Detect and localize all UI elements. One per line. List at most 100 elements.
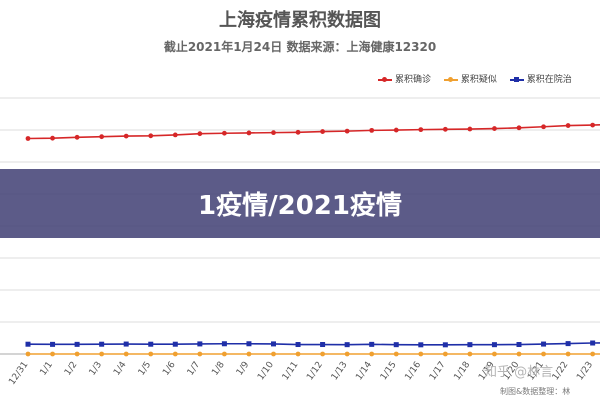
x-tick-label: 12/31: [7, 360, 30, 387]
x-tick-label: 1/22: [551, 360, 571, 382]
x-tick-label: 1/23: [575, 360, 595, 382]
series-line: [27, 342, 600, 346]
data-point: [123, 133, 129, 139]
data-point: [99, 134, 105, 140]
data-point: [99, 351, 105, 357]
data-point: [271, 130, 276, 136]
data-point: [246, 351, 252, 357]
data-point: [516, 125, 522, 131]
x-tick-label: 1/10: [256, 360, 276, 383]
data-point: [467, 351, 473, 357]
chart-title: 上海疫情累积数据图: [219, 10, 381, 31]
data-point: [320, 129, 325, 134]
data-point: [467, 342, 473, 348]
data-point: [442, 342, 448, 348]
data-point: [74, 134, 80, 140]
x-tick-label: 1/12: [305, 360, 325, 382]
data-point: [393, 127, 399, 133]
data-point: [344, 128, 350, 134]
data-point: [123, 351, 129, 357]
data-point: [271, 341, 276, 347]
data-point: [197, 351, 203, 357]
x-tick-label: 1/15: [379, 360, 399, 382]
data-point: [442, 351, 448, 357]
data-point: [565, 123, 571, 128]
data-point: [74, 351, 80, 357]
data-point: [74, 341, 80, 347]
legend: 累积确诊 累积疑似 累积在院治: [378, 72, 600, 86]
data-point: [246, 341, 252, 347]
data-point: [148, 133, 154, 139]
x-tick-label: 1/5: [137, 360, 153, 378]
data-point: [148, 341, 154, 347]
data-point: [271, 351, 276, 357]
data-point: [590, 351, 596, 357]
data-point: [25, 136, 31, 141]
data-point: [50, 341, 56, 347]
data-point: [295, 342, 301, 348]
data-point: [295, 129, 301, 135]
data-point: [541, 351, 546, 357]
data-point: [418, 351, 424, 357]
chart-subtitle: 截止2021年1月24日 数据来源：上海健康12320: [163, 40, 437, 54]
data-point: [172, 341, 178, 347]
legend-swatch-confirmed: [378, 76, 392, 82]
data-point: [369, 341, 375, 347]
x-tick-label: 1/3: [88, 360, 104, 378]
data-point: [369, 127, 375, 133]
data-point: [222, 351, 227, 357]
x-tick-label: 1/2: [63, 360, 79, 378]
data-point: [123, 341, 129, 347]
x-tick-label: 1/17: [428, 360, 448, 382]
legend-label-suspected: 累积疑似: [460, 75, 497, 85]
x-tick-label: 1/14: [354, 360, 374, 383]
data-point: [320, 342, 326, 348]
data-point: [565, 351, 571, 357]
data-point: [50, 135, 55, 141]
x-tick-label: 1/16: [403, 360, 423, 383]
data-point: [516, 342, 522, 348]
data-point: [246, 130, 252, 136]
data-point: [344, 342, 350, 348]
data-point: [99, 341, 105, 347]
data-point: [148, 351, 154, 357]
x-tick-label: 1/7: [186, 360, 202, 378]
data-point: [197, 131, 203, 137]
x-tick-label: 1/1: [39, 360, 55, 378]
legend-label-confirmed: 累积确诊: [395, 75, 432, 85]
data-point: [295, 351, 301, 357]
legend-label-hospitalized: 累积在院治: [526, 75, 572, 85]
data-point: [492, 126, 497, 131]
data-point: [172, 132, 178, 138]
x-tick-label: 1/8: [210, 360, 227, 378]
data-point: [222, 130, 227, 136]
legend-item-confirmed: 累积确诊: [378, 72, 431, 85]
data-point: [393, 351, 399, 357]
data-point: [590, 340, 596, 346]
legend-item-suspected: 累积疑似: [443, 72, 497, 85]
series-line: [27, 124, 600, 140]
data-point: [590, 122, 596, 128]
data-point: [541, 124, 546, 130]
data-point: [516, 351, 522, 357]
data-point: [221, 341, 227, 347]
data-point: [369, 351, 375, 357]
watermark: 知乎 @林言: [484, 365, 554, 380]
data-point: [25, 341, 31, 347]
data-point: [418, 127, 424, 133]
data-point: [418, 342, 424, 348]
data-point: [393, 342, 399, 348]
data-point: [172, 351, 178, 357]
x-tick-label: 1/13: [330, 360, 350, 382]
data-point: [491, 342, 497, 348]
credit-text: 制图&数据整理：林: [500, 387, 571, 396]
data-point: [541, 341, 547, 347]
x-tick-label: 1/18: [453, 360, 473, 383]
legend-swatch-suspected: [443, 76, 458, 82]
banner-text: 1疫情/2021疫情: [198, 191, 402, 221]
data-point: [492, 351, 497, 357]
data-point: [344, 351, 350, 357]
data-point: [320, 351, 325, 357]
data-point: [25, 351, 31, 357]
data-point: [442, 126, 448, 132]
